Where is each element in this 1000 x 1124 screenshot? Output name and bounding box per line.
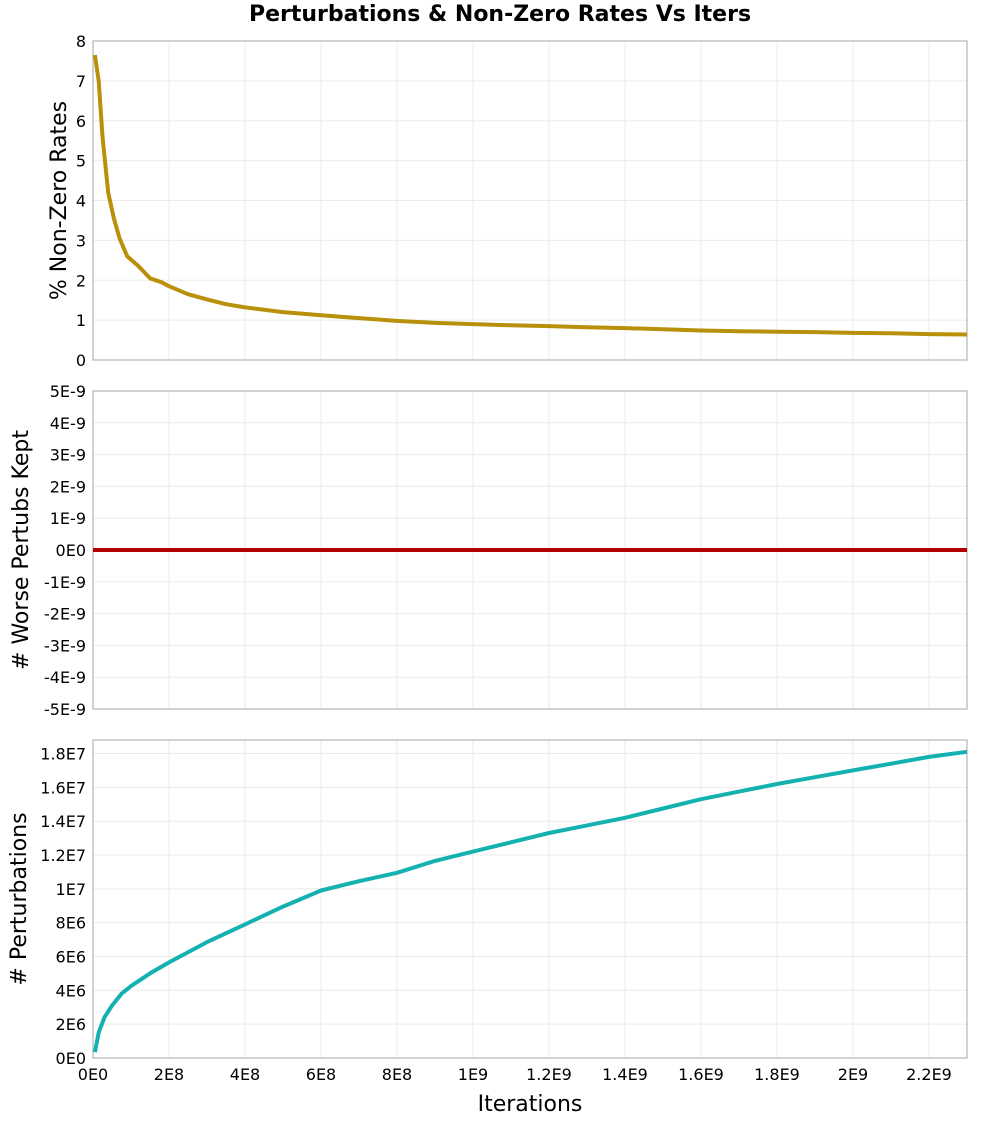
series-line-non-zero-rates <box>92 54 968 337</box>
y-tick-label: -4E-9 <box>44 668 86 687</box>
y-tick-label: 1.2E7 <box>40 846 86 865</box>
x-tick-label: 1.4E9 <box>602 1065 648 1084</box>
y-tick-label: -3E-9 <box>44 636 86 655</box>
y-tick-label: -5E-9 <box>44 700 86 719</box>
y-tick-label: 4E6 <box>56 981 86 1000</box>
y-axis-label: % Non-Zero Rates <box>47 101 72 300</box>
y-tick-label: 3 <box>76 231 86 250</box>
y-tick-label: 4 <box>76 192 86 211</box>
y-tick-label: 0E0 <box>56 541 86 560</box>
x-tick-label: 1.6E9 <box>678 1065 724 1084</box>
y-tick-label: -2E-9 <box>44 605 86 624</box>
y-tick-label: -1E-9 <box>44 573 86 592</box>
panel-worse-perturbs-kept: -5E-9 -4E-9 -3E-9 -2E-9 -1E-9 0E0 1E-9 2E-9 3E-9… <box>9 382 968 719</box>
y-tick-label: 3E-9 <box>50 446 86 465</box>
panel-non-zero-rates: 0 1 2 3 4 5 6 7 8 % Non-Zero Rates <box>47 32 968 370</box>
y-tick-label: 6 <box>76 112 86 131</box>
chart-title: Perturbations & Non-Zero Rates Vs Iters <box>248 2 752 27</box>
y-tick-label: 1 <box>76 311 86 330</box>
x-tick-label: 0E0 <box>78 1065 108 1084</box>
x-tick-label: 4E8 <box>230 1065 260 1084</box>
x-tick-label: 2E8 <box>154 1065 184 1084</box>
y-tick-label: 1.4E7 <box>40 812 86 831</box>
y-tick-label: 1E7 <box>56 880 86 899</box>
y-tick-label: 1.8E7 <box>40 745 86 764</box>
series-line-perturbations <box>92 749 968 1053</box>
y-tick-label: 8 <box>76 32 86 51</box>
y-tick-label: 6E6 <box>56 948 86 967</box>
panel-perturbations: 0E0 2E6 4E6 6E6 8E6 1E7 1.2E7 1.4E7 1.6E7 1.8E7 # … <box>7 739 968 1068</box>
y-tick-label: 5 <box>76 152 86 171</box>
y-tick-label: 5E-9 <box>50 382 86 401</box>
y-tick-label: 2E-9 <box>50 477 86 496</box>
x-axis-label: Iterations <box>478 1092 583 1117</box>
y-axis-label: # Perturbations <box>7 812 32 985</box>
y-tick-label: 2E6 <box>56 1015 86 1034</box>
x-tick-label: 1E9 <box>458 1065 488 1084</box>
y-tick-label: 1E-9 <box>50 509 86 528</box>
x-tick-label: 1.2E9 <box>526 1065 572 1084</box>
y-tick-label: 0E0 <box>56 1049 86 1068</box>
x-tick-label: 2E9 <box>838 1065 868 1084</box>
y-tick-label: 2 <box>76 271 86 290</box>
y-tick-label: 4E-9 <box>50 414 86 433</box>
panel-frame <box>92 40 968 361</box>
y-tick-label: 0 <box>76 351 86 370</box>
panel-frame <box>92 739 968 1059</box>
y-axis-label: # Worse Pertubs Kept <box>9 430 34 670</box>
x-tick-label: 6E8 <box>306 1065 336 1084</box>
x-tick-label: 1.8E9 <box>754 1065 800 1084</box>
y-tick-label: 7 <box>76 72 86 91</box>
y-tick-label: 8E6 <box>56 914 86 933</box>
x-tick-label: 2.2E9 <box>906 1065 952 1084</box>
x-tick-label: 8E8 <box>382 1065 412 1084</box>
y-tick-label: 1.6E7 <box>40 778 86 797</box>
